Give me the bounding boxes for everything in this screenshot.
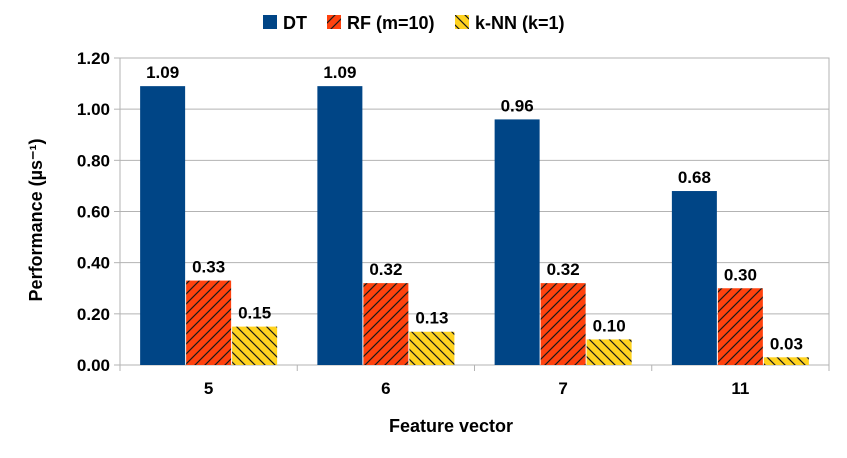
gridlines <box>120 57 829 315</box>
bars <box>140 86 809 366</box>
data-labels: 1.09 0.33 0.15 1.09 0.32 0.13 0.96 0.32 0.10 0.68… <box>146 63 803 353</box>
legend: DT RF (m=10) k-NN (k=1) <box>263 13 565 33</box>
legend-swatch-k-nn-k-1 <box>455 15 469 29</box>
bar-dt-11 <box>671 191 717 365</box>
bar-rf-m-10-5 <box>186 280 232 365</box>
y-axis-ticks: 0.00 0.20 0.40 0.60 0.80 1.00 1.20 <box>77 49 120 375</box>
x-tick-label: 11 <box>731 379 749 398</box>
data-label: 1.09 <box>323 63 356 82</box>
bar-rf-m-10-11 <box>717 288 763 365</box>
bar-rf-m-10-6 <box>363 283 409 365</box>
x-tick-label: 6 <box>381 379 390 398</box>
bar-dt-7 <box>494 119 540 366</box>
data-label: 0.10 <box>593 316 626 335</box>
x-axis-title: Feature vector <box>389 416 513 436</box>
bar-dt-5 <box>140 86 186 366</box>
data-label: 0.03 <box>770 334 803 353</box>
bar-k-nn-k-1-7 <box>586 339 632 365</box>
bar-k-nn-k-1-5 <box>232 326 278 365</box>
y-tick-label: 0.20 <box>77 305 110 324</box>
legend-label: RF (m=10) <box>347 13 435 33</box>
y-tick-label: 1.20 <box>77 49 110 68</box>
bar-dt-6 <box>317 86 363 366</box>
legend-swatch-rf-m-10 <box>327 15 341 29</box>
data-label: 0.30 <box>724 265 757 284</box>
y-axis-title: Performance (µs⁻¹) <box>26 139 46 302</box>
x-axis-ticks: 5 6 7 11 <box>119 365 830 398</box>
y-tick-label: 0.40 <box>77 254 110 273</box>
legend-swatch-dt <box>263 15 277 29</box>
data-label: 0.33 <box>192 258 225 277</box>
y-tick-label: 1.00 <box>77 100 110 119</box>
legend-label: DT <box>283 13 307 33</box>
bar-rf-m-10-7 <box>540 283 586 365</box>
data-label: 0.68 <box>678 168 711 187</box>
x-tick-label: 7 <box>558 379 567 398</box>
data-label: 1.09 <box>146 63 179 82</box>
legend-label: k-NN (k=1) <box>475 13 565 33</box>
data-label: 0.15 <box>238 304 271 323</box>
y-tick-label: 0.80 <box>77 151 110 170</box>
data-label: 0.32 <box>547 260 580 279</box>
bar-k-nn-k-1-11 <box>763 357 809 365</box>
bar-k-nn-k-1-6 <box>409 331 455 365</box>
data-label: 0.13 <box>415 309 448 328</box>
y-tick-label: 0.00 <box>77 356 110 375</box>
data-label: 0.96 <box>501 96 534 115</box>
x-tick-label: 5 <box>204 379 213 398</box>
data-label: 0.32 <box>369 260 402 279</box>
y-tick-label: 0.60 <box>77 203 110 222</box>
